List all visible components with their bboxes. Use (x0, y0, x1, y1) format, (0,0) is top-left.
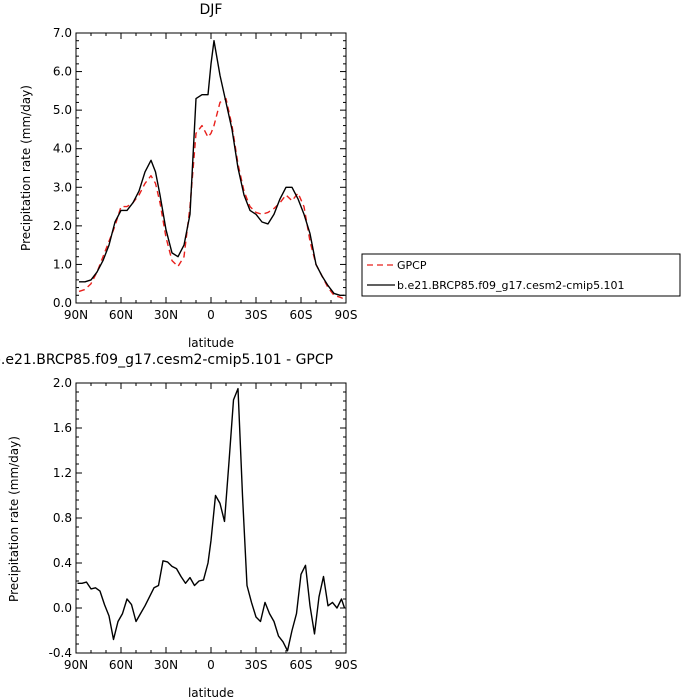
x-tick-label-bottom: 30N (154, 658, 178, 672)
series-line-difference (77, 387, 346, 652)
x-tick-label-top: 30N (154, 308, 178, 322)
y-tick-label-bottom: -0.4 (49, 646, 72, 660)
plot-frame-bottom (75, 382, 347, 654)
y-tick-label-bottom: 0.0 (53, 601, 72, 615)
y-tick-label-top: 3.0 (53, 180, 72, 194)
legend-label-gpcp: GPCP (397, 259, 427, 272)
y-tick-label-top: 7.0 (53, 26, 72, 40)
y-tick-label-bottom: 0.4 (53, 556, 72, 570)
y-axis-label-top: Precipitation rate (mm/day) (19, 85, 33, 251)
x-tick-label-bottom: 60N (109, 658, 133, 672)
series-line-gpcp (78, 97, 345, 300)
x-axis-label-bottom: latitude (188, 686, 234, 700)
x-axis-label-top: latitude (188, 336, 234, 350)
x-tick-label-bottom: 30S (245, 658, 268, 672)
y-axis-label-bottom: Precipitation rate (mm/day) (7, 436, 21, 602)
y-tick-label-top: 4.0 (53, 142, 72, 156)
x-tick-label-top: 90S (335, 308, 358, 322)
x-tick-label-top: 90N (64, 308, 88, 322)
y-tick-label-bottom: 2.0 (53, 376, 72, 390)
y-tick-label-top: 0.0 (53, 296, 72, 310)
x-tick-label-bottom: 60S (290, 658, 313, 672)
plot-frame-top (75, 32, 347, 304)
y-tick-label-top: 1.0 (53, 257, 72, 271)
legend-box (361, 253, 681, 297)
legend-label-model: b.e21.BRCP85.f09_g17.cesm2-cmip5.101 (397, 279, 625, 292)
x-tick-label-bottom: 90N (64, 658, 88, 672)
y-tick-label-top: 5.0 (53, 103, 72, 117)
legend: GPCP b.e21.BRCP85.f09_g17.cesm2-cmip5.10… (361, 253, 681, 297)
x-tick-label-top: 60N (109, 308, 133, 322)
x-tick-label-bottom: 0 (207, 658, 215, 672)
x-tick-label-top: 60S (290, 308, 313, 322)
y-tick-label-top: 2.0 (53, 219, 72, 233)
chart-title-bottom: b.e21.BRCP85.f09_g17.cesm2-cmip5.101 - G… (0, 352, 333, 368)
chart-title-top: DJF (200, 2, 223, 18)
x-tick-label-bottom: 90S (335, 658, 358, 672)
x-tick-label-top: 30S (245, 308, 268, 322)
y-tick-label-bottom: 1.6 (53, 421, 72, 435)
y-tick-label-top: 6.0 (53, 65, 72, 79)
y-tick-label-bottom: 0.8 (53, 511, 72, 525)
y-tick-label-bottom: 1.2 (53, 466, 72, 480)
x-tick-label-top: 0 (207, 308, 215, 322)
series-line-model (79, 40, 345, 296)
